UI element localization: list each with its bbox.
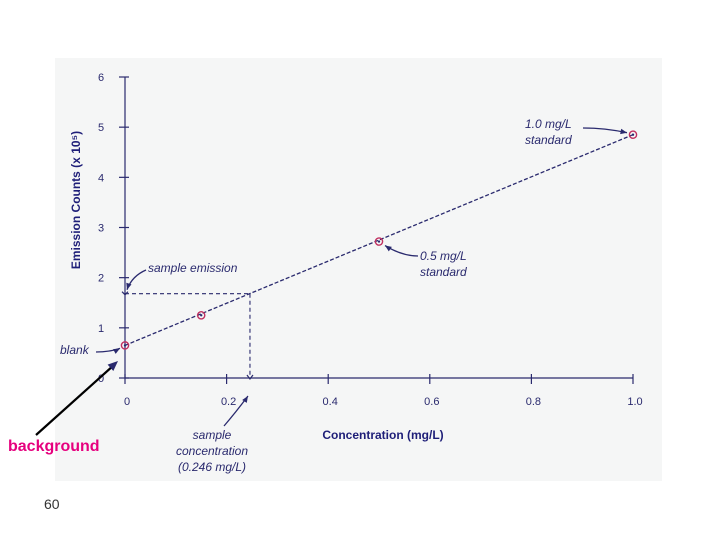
arrow-1mgl-head — [620, 128, 627, 135]
page-number: 60 — [44, 496, 60, 512]
data-point — [628, 130, 638, 139]
x-tick-label: 0.6 — [424, 396, 439, 408]
y-tick-label: 3 — [98, 223, 104, 235]
arrow-1mgl — [582, 127, 628, 134]
annotation-05mgl-line2: standard — [420, 265, 467, 279]
annotation-05mgl-line1: 0.5 mg/L — [420, 249, 467, 263]
annotation-blank: blank — [60, 343, 90, 357]
x-tick-label: 1.0 — [627, 396, 642, 408]
arrow-05mgl-head — [385, 245, 392, 252]
x-tick-label: 0.2 — [221, 396, 236, 408]
y-tick-label: 1 — [98, 323, 104, 335]
y-tick-label: 0 — [98, 373, 104, 385]
y-tick-label: 2 — [98, 273, 104, 285]
data-point — [374, 237, 384, 246]
data-point-center — [631, 133, 635, 136]
annotation-1mgl-line2: standard — [525, 133, 572, 147]
y-tick-label: 6 — [98, 72, 104, 84]
annotation-sample-conc-line1: sample — [193, 428, 232, 442]
y-tick-label: 4 — [98, 172, 104, 184]
data-point — [196, 310, 206, 320]
x-tick-label: 0.8 — [526, 396, 541, 408]
x-tick-label: 0.4 — [323, 396, 338, 408]
annotation-sample-conc-line3: (0.246 mg/L) — [178, 460, 246, 474]
background-arrow — [35, 364, 115, 436]
data-point-center — [200, 314, 203, 317]
background-arrow-head — [107, 361, 118, 371]
calibration-line — [124, 134, 634, 346]
annotation-1mgl-line1: 1.0 mg/L — [525, 117, 572, 131]
y-tick-label: 5 — [98, 122, 104, 134]
annotation-sample-emission: sample emission — [148, 261, 238, 275]
background-label: background — [8, 438, 100, 455]
x-tick-label: 0 — [124, 396, 130, 408]
arrow-sample-emission — [126, 269, 147, 290]
data-point — [120, 341, 130, 350]
figure-panel — [55, 58, 662, 481]
data-point-center — [377, 240, 381, 243]
arrow-sample-emission-head — [126, 282, 132, 290]
sample-concentration-tick — [246, 374, 254, 380]
x-axis-title: Concentration (mg/L) — [322, 428, 443, 442]
data-point-center — [123, 344, 127, 347]
annotation-sample-conc-line2: concentration — [176, 444, 248, 458]
arrow-sample-concentration-head — [242, 396, 248, 403]
sample-emission-tick — [121, 291, 129, 296]
arrow-blank-head — [113, 348, 120, 354]
y-axis-title: Emission Counts (x 10⁵) — [69, 131, 83, 269]
